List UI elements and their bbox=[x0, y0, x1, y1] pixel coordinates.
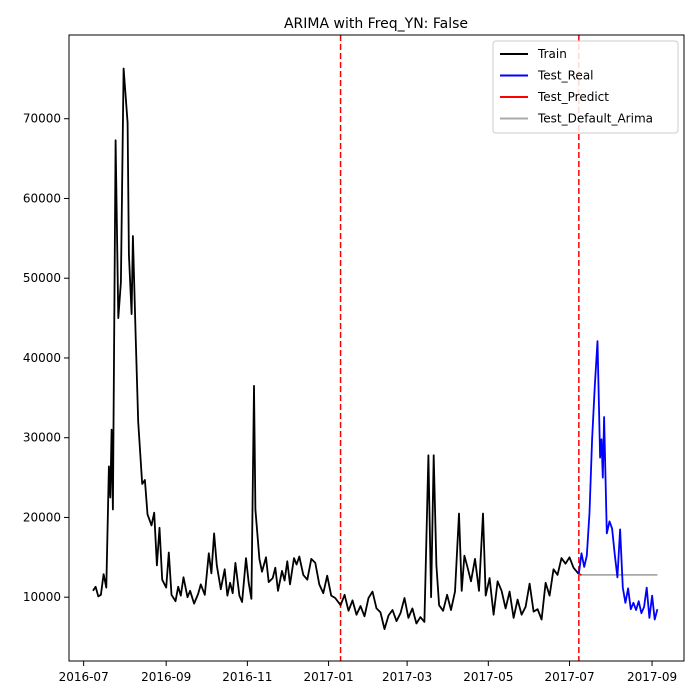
y-tick-label-4: 50000 bbox=[23, 271, 61, 285]
x-tick-label-5: 2017-05 bbox=[463, 670, 513, 684]
split-markers bbox=[339, 35, 580, 661]
legend-label-0: Train bbox=[537, 47, 567, 61]
x-tick-label-3: 2017-01 bbox=[304, 670, 354, 684]
x-tick-label-6: 2017-07 bbox=[544, 670, 594, 684]
legend-label-2: Test_Predict bbox=[537, 90, 609, 104]
x-tick-label-4: 2017-03 bbox=[382, 670, 432, 684]
y-axis: 10000 20000 30000 40000 50000 60000 70000 bbox=[23, 112, 69, 604]
y-tick-label-5: 60000 bbox=[23, 191, 61, 205]
x-tick-label-0: 2016-07 bbox=[59, 670, 109, 684]
legend-label-1: Test_Real bbox=[537, 69, 594, 83]
plot-area bbox=[92, 35, 659, 661]
legend-label-3: Test_Default_Arima bbox=[537, 112, 653, 126]
series-test-real bbox=[577, 340, 659, 621]
series-test-predict bbox=[578, 573, 582, 576]
y-tick-label-1: 20000 bbox=[23, 510, 61, 524]
legend-box bbox=[492, 40, 679, 134]
x-axis: 2016-07 2016-09 2016-11 2017-01 2017-03 2017-… bbox=[59, 661, 677, 684]
y-tick-label-2: 30000 bbox=[23, 431, 61, 445]
y-tick-label-0: 10000 bbox=[23, 590, 61, 604]
y-tick-label-3: 40000 bbox=[23, 351, 61, 365]
series-train bbox=[92, 67, 580, 630]
plot-frame bbox=[68, 34, 685, 662]
series-lines bbox=[92, 67, 659, 630]
y-tick-label-6: 70000 bbox=[23, 112, 61, 126]
legend: Train Test_Real Test_Predict Test_Default_A… bbox=[492, 40, 679, 134]
x-tick-label-2: 2016-11 bbox=[222, 670, 272, 684]
x-tick-label-1: 2016-09 bbox=[141, 670, 191, 684]
chart-title: ARIMA with Freq_YN: False bbox=[284, 16, 468, 32]
x-tick-label-7: 2017-09 bbox=[627, 670, 677, 684]
